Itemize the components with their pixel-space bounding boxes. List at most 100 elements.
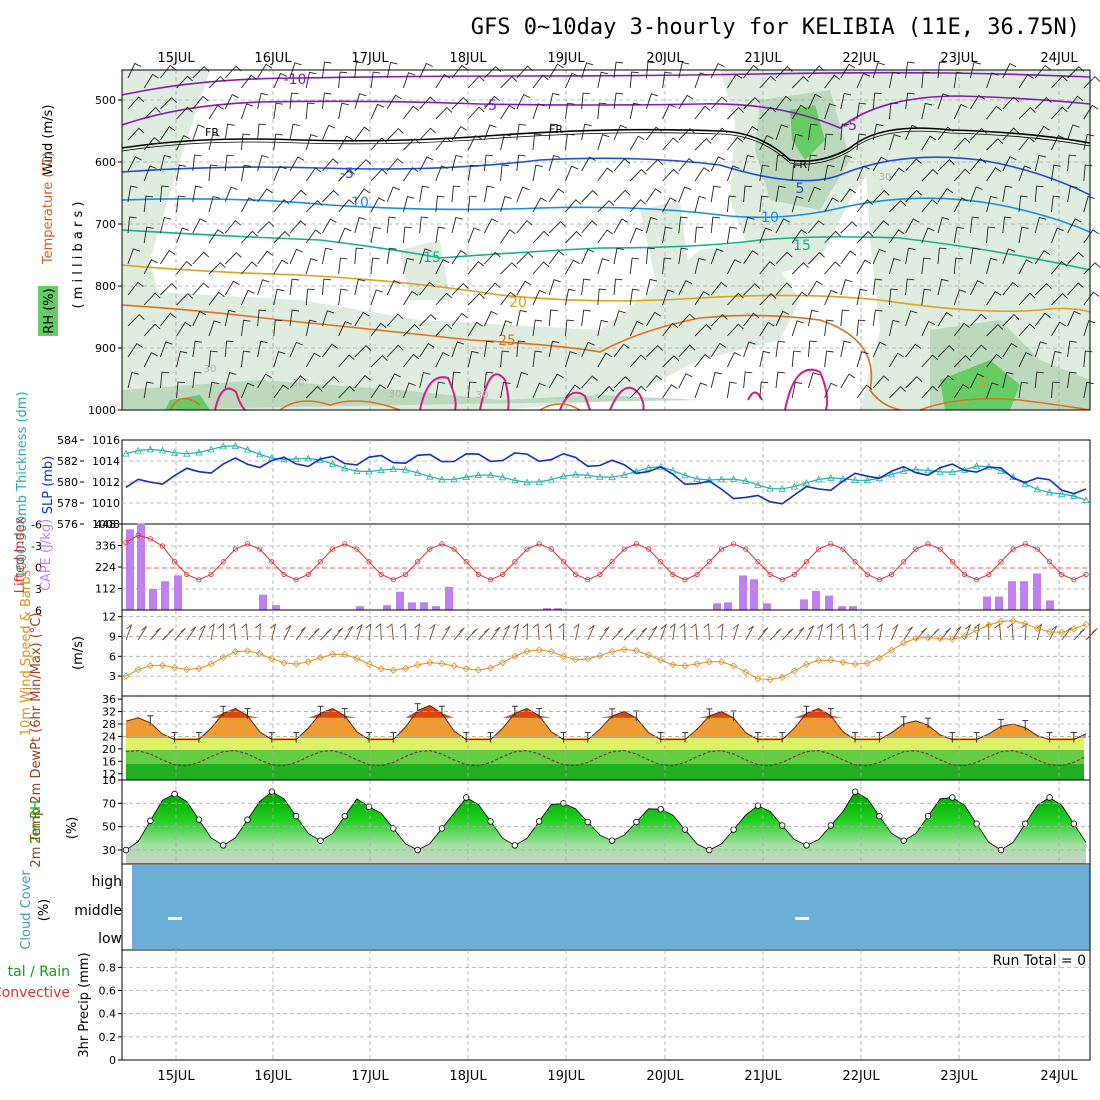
y-tick-label: 6 (109, 650, 116, 663)
cloud-level-high: high (91, 874, 122, 890)
rh2m-point (852, 789, 858, 795)
y-tick-label: 336 (95, 540, 116, 553)
precip-total-rain-label: tal / Rain (8, 964, 70, 980)
date-label-bottom: 22JUL (842, 1069, 880, 1084)
date-label-bottom: 15JUL (157, 1069, 195, 1084)
cape-bar (445, 587, 453, 610)
date-label-bottom: 16JUL (254, 1069, 292, 1084)
cape-bar (356, 606, 364, 610)
cape-bar (750, 579, 758, 610)
y-tick-label: 578 (57, 497, 78, 510)
isotherm-label: 30 (389, 389, 402, 400)
cape-bar (763, 603, 771, 610)
upper-air-panel: -10-5FR FRFR-5-5101015152025530303030302 … (38, 62, 1100, 417)
rh2m-point (148, 818, 154, 824)
date-label-top: 19JUL (547, 51, 585, 66)
rh2m-panel: 705030 2m RH (%) (29, 780, 1090, 864)
rh2m-point (1022, 821, 1028, 827)
cape-bar (383, 605, 391, 610)
cape-bar (259, 595, 267, 610)
isotherm-label: 10 (761, 210, 779, 226)
rh2m-point (1071, 821, 1077, 827)
rh2m-point (1047, 795, 1053, 801)
rh2m-point (220, 843, 226, 849)
isotherm-label: -5 (483, 98, 497, 114)
rh2m-point (804, 843, 810, 849)
isotherm-label: 15 (793, 238, 811, 254)
rh2m-point (731, 827, 737, 833)
y-tick-label: 112 (95, 583, 116, 596)
run-total-label: Run Total = 0 (992, 953, 1086, 969)
cape-bar (825, 596, 833, 610)
isotherm-label: 30 (879, 172, 892, 183)
cape-bar (1046, 600, 1054, 610)
rh2m-point (366, 804, 372, 810)
chart-title: GFS 0~10day 3-hourly for KELIBIA (11E, 3… (471, 15, 1080, 40)
rh2m-point (634, 819, 640, 825)
isotherm-label: -5 (843, 118, 857, 134)
y-tick-label: 576 (57, 518, 78, 531)
y-tick-label: 24 (102, 730, 116, 743)
slp-axis-label: SLP (mb) (41, 456, 56, 515)
rh2m-point (512, 843, 518, 849)
y-tick-label: 580 (57, 476, 78, 489)
rh2m-point (877, 813, 883, 819)
date-label-top: 22JUL (842, 51, 880, 66)
rh2m-point (196, 817, 202, 823)
y-tick-label: 800 (95, 280, 116, 293)
date-label-bottom: 21JUL (744, 1069, 782, 1084)
rh2m-point (925, 813, 931, 819)
isotherm-label: 30 (204, 364, 217, 375)
date-label-bottom: 17JUL (351, 1069, 389, 1084)
cape-bar (1008, 581, 1016, 610)
cape-bar (174, 575, 182, 610)
y-tick-label: 0.8 (99, 961, 117, 974)
date-label-top: 16JUL (254, 51, 292, 66)
temperature-axis-label: Temperature (°C) (41, 152, 56, 265)
rh2m-point (342, 813, 348, 819)
rh2m-point (172, 791, 178, 797)
y-tick-label: 30 (102, 844, 116, 857)
y-tick-label: 0.4 (99, 1008, 117, 1021)
date-label-top: 21JUL (744, 51, 782, 66)
rh2m-point (585, 819, 591, 825)
rh2m-point (488, 819, 494, 825)
rh-axis-label: RH (%) (42, 288, 57, 333)
cape-bar (739, 575, 747, 610)
millibars-axis-label: ( m i l l i b a r s ) (71, 202, 86, 309)
cape-bar (420, 602, 428, 610)
cloud-level-middle: middle (74, 903, 122, 919)
cloud-cover-panel: high middle low Cloud Cover (%) (19, 864, 1090, 950)
cloud-cover-axis-label: Cloud Cover (19, 870, 34, 950)
slp-tick-label: 1010 (92, 497, 120, 510)
y-tick-label: 10 (102, 774, 116, 787)
wind10m-unit-label: (m/s) (71, 636, 86, 670)
date-label-top: 24JUL (1040, 51, 1078, 66)
cloud-fill (132, 865, 1090, 949)
rh2m-point (682, 827, 688, 833)
y-tick-label: 500 (95, 94, 116, 107)
y-tick-label: 32 (102, 706, 116, 719)
y-tick-label: 224 (95, 561, 116, 574)
rh2m-point (828, 823, 834, 829)
date-label-bottom: 18JUL (449, 1069, 487, 1084)
y-tick-label: 12 (102, 611, 116, 624)
precip-convective-label: Convective (0, 985, 70, 1001)
date-label-top: 17JUL (351, 51, 389, 66)
date-label-top: 23JUL (940, 51, 978, 66)
y-tick-label: 584 (57, 434, 78, 447)
slp-tick-label: 1016 (92, 434, 120, 447)
rh2m-point (536, 819, 542, 825)
rh2m-point (974, 821, 980, 827)
date-label-bottom: 19JUL (547, 1069, 585, 1084)
rh2m-point (901, 838, 907, 844)
cape-axis-label: CAPE (J/kg) (39, 519, 54, 591)
y-tick-label: 20 (102, 743, 116, 756)
rh2m-point (293, 813, 299, 819)
y-tick-label: 28 (102, 718, 116, 731)
rh2m-point (245, 817, 251, 823)
rh2m-point (779, 823, 785, 829)
y-tick-label: 900 (95, 342, 116, 355)
cloud-cover-unit-label: (%) (37, 899, 52, 922)
cape-bar (983, 597, 991, 610)
